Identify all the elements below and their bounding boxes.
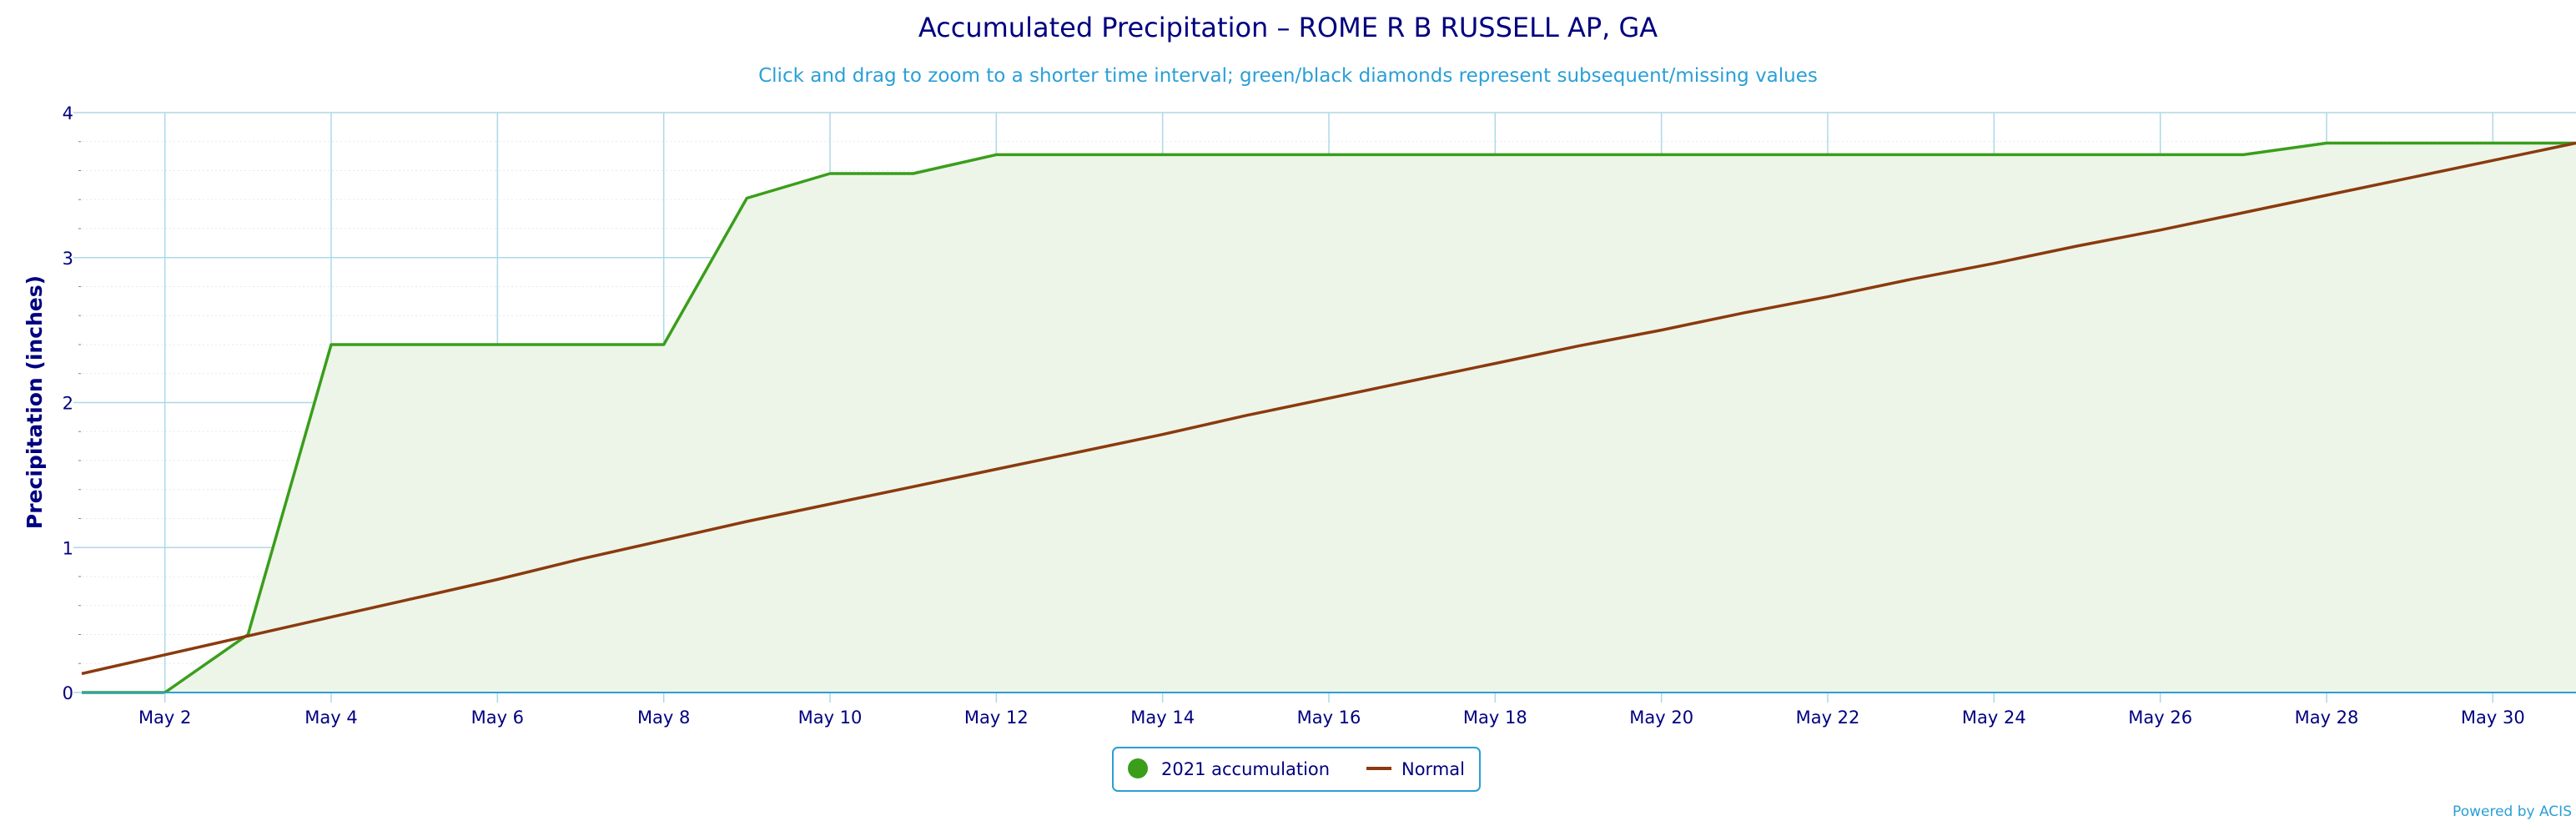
x-tick-label: May 18 — [1463, 708, 1527, 728]
x-tick-label: May 2 — [138, 708, 191, 728]
data-point-series-0[interactable] — [908, 169, 918, 179]
series-layer — [77, 139, 2576, 694]
data-point-series-0[interactable] — [1240, 149, 1250, 159]
data-point-series-1[interactable] — [991, 464, 1001, 474]
x-tick-label: May 26 — [2128, 708, 2192, 728]
data-point-series-1[interactable] — [1989, 259, 1999, 269]
data-point-series-0[interactable] — [2238, 149, 2248, 159]
data-point-series-1[interactable] — [1240, 410, 1250, 421]
data-point-series-0[interactable] — [659, 340, 669, 350]
x-tick-label: May 12 — [964, 708, 1029, 728]
data-point-series-0[interactable] — [1739, 149, 1749, 159]
x-tick-label: May 20 — [1629, 708, 1693, 728]
x-tick-label: May 4 — [304, 708, 357, 728]
data-point-series-1[interactable] — [1407, 375, 1417, 385]
data-point-series-1[interactable] — [160, 650, 170, 660]
data-point-series-0[interactable] — [1657, 149, 1667, 159]
data-point-series-0[interactable] — [2322, 139, 2332, 149]
data-point-series-0[interactable] — [2405, 139, 2415, 149]
data-point-series-1[interactable] — [2238, 208, 2248, 218]
data-point-series-1[interactable] — [1490, 359, 1500, 369]
chart-subtitle: Click and drag to zoom to a shorter time… — [758, 65, 1818, 87]
legend-label-2021-accumulation: 2021 accumulation — [1161, 759, 1330, 779]
data-point-series-1[interactable] — [492, 575, 502, 585]
data-point-series-1[interactable] — [1074, 447, 1084, 457]
data-point-series-1[interactable] — [576, 554, 586, 564]
data-point-series-1[interactable] — [742, 516, 752, 526]
data-point-series-1[interactable] — [908, 481, 918, 491]
data-point-series-1[interactable] — [825, 499, 835, 509]
data-point-series-0[interactable] — [1407, 149, 1417, 159]
legend-item-normal[interactable]: Normal — [1366, 759, 1465, 779]
data-point-series-0[interactable] — [1906, 149, 1916, 159]
data-point-series-0[interactable] — [326, 340, 336, 350]
data-point-series-1[interactable] — [77, 668, 87, 678]
x-tick-label: May 14 — [1130, 708, 1195, 728]
series-area-0 — [82, 143, 2576, 693]
x-tick-label: May 28 — [2295, 708, 2359, 728]
legend-box — [1112, 747, 1481, 792]
data-point-series-0[interactable] — [410, 340, 420, 350]
x-tick-label: May 30 — [2461, 708, 2525, 728]
data-point-series-0[interactable] — [2072, 149, 2082, 159]
data-point-series-0[interactable] — [1074, 149, 1084, 159]
data-point-series-1[interactable] — [1573, 341, 1583, 351]
legend: 2021 accumulation Normal — [1112, 747, 1481, 792]
data-point-series-1[interactable] — [243, 631, 253, 641]
series-line-0[interactable] — [82, 141, 2576, 694]
data-point-series-0[interactable] — [1989, 149, 1999, 159]
data-point-series-0[interactable] — [1490, 149, 1500, 159]
data-point-series-1[interactable] — [2488, 155, 2498, 165]
y-axis-title: Precipitation (inches) — [23, 275, 47, 529]
x-tick-label: May 16 — [1297, 708, 1361, 728]
data-point-series-0[interactable] — [576, 340, 586, 350]
x-tick-label: May 24 — [1962, 708, 2026, 728]
x-tick-label: May 10 — [798, 708, 863, 728]
data-point-series-1[interactable] — [326, 612, 336, 622]
data-point-series-1[interactable] — [2322, 190, 2332, 200]
credits-link[interactable]: Powered by ACIS — [2453, 803, 2572, 820]
data-point-series-0[interactable] — [825, 169, 835, 179]
axes: 0 1 2 3 4 May 2 May 4 May 6 May 8 May 10 May 12 May… — [63, 103, 2576, 728]
data-point-series-1[interactable] — [1823, 292, 1833, 302]
legend-swatch-circle — [1128, 758, 1148, 778]
x-tick-label: May 22 — [1796, 708, 1860, 728]
y-tick-label: 3 — [63, 249, 73, 269]
x-tick-label: May 8 — [637, 708, 690, 728]
data-point-series-1[interactable] — [659, 536, 669, 546]
data-point-series-1[interactable] — [1739, 308, 1749, 318]
legend-label-normal: Normal — [1401, 759, 1465, 779]
y-tick-label: 1 — [63, 538, 73, 558]
y-tick-label: 4 — [63, 103, 73, 123]
data-point-series-1[interactable] — [1906, 275, 1916, 285]
data-point-series-1[interactable] — [2405, 173, 2415, 183]
y-tick-label: 2 — [63, 394, 73, 414]
chart-title: Accumulated Precipitation – ROME R B RUS… — [918, 12, 1658, 43]
legend-item-2021-accumulation[interactable]: 2021 accumulation — [1128, 758, 1330, 779]
data-point-series-1[interactable] — [410, 593, 420, 603]
data-point-series-0[interactable] — [991, 149, 1001, 159]
data-point-series-0[interactable] — [1324, 149, 1334, 159]
data-point-series-1[interactable] — [1324, 393, 1334, 403]
data-point-series-0[interactable] — [1573, 149, 1583, 159]
data-point-series-0[interactable] — [2488, 139, 2498, 149]
y-tick-label: 0 — [63, 683, 73, 703]
data-point-series-0[interactable] — [1158, 149, 1168, 159]
data-point-series-1[interactable] — [2156, 225, 2166, 235]
series-line-1[interactable] — [81, 141, 2576, 676]
data-point-series-0[interactable] — [492, 340, 502, 350]
data-point-series-1[interactable] — [1657, 325, 1667, 335]
data-point-series-0[interactable] — [2156, 149, 2166, 159]
data-point-series-0[interactable] — [1823, 149, 1833, 159]
data-point-series-1[interactable] — [2072, 241, 2082, 251]
data-point-series-1[interactable] — [1158, 430, 1168, 440]
data-point-series-0[interactable] — [742, 194, 752, 204]
x-tick-label: May 6 — [471, 708, 524, 728]
